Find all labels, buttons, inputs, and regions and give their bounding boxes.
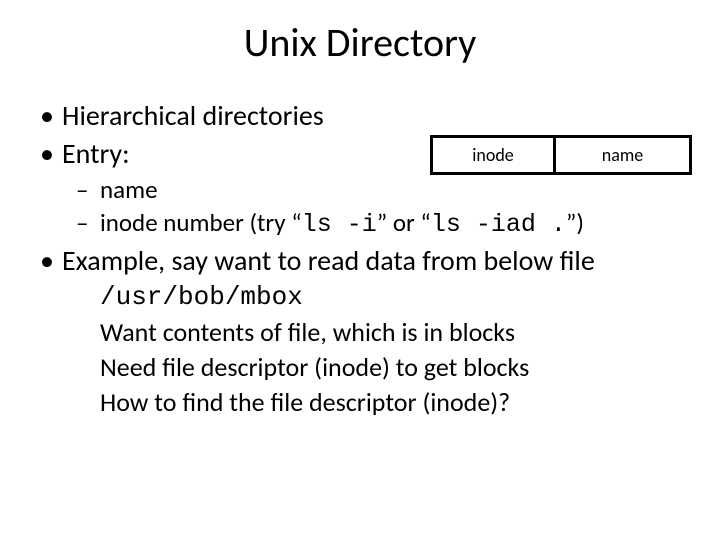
bullet-hierarchical: Hierarchical directories	[40, 97, 680, 135]
page-title: Unix Directory	[40, 18, 680, 67]
code-ls-iad: ls -iad .	[431, 210, 566, 239]
bullet-example: Example, say want to read data from belo…	[40, 242, 680, 280]
bullet-entry-inode: inode number (try “ls -i” or “ls -iad .”…	[40, 206, 680, 242]
example-line-2: Need file descriptor (inode) to get bloc…	[100, 350, 680, 385]
text: inode number (try “	[100, 207, 302, 238]
example-line-1: Want contents of file, which is in block…	[100, 315, 680, 350]
text: ”)	[566, 207, 584, 238]
bullet-entry: Entry:	[40, 135, 680, 173]
bullet-entry-name: name	[40, 173, 680, 207]
example-path: /usr/bob/mbox	[100, 280, 680, 315]
bullet-list: Hierarchical directories Entry: name ino…	[40, 97, 680, 420]
example-block: /usr/bob/mbox Want contents of file, whi…	[40, 280, 680, 420]
text: ” or “	[377, 207, 431, 238]
code-ls-i: ls -i	[302, 210, 377, 239]
example-line-3: How to find the file descriptor (inode)?	[100, 385, 680, 420]
slide: Unix Directory inode name Hierarchical d…	[0, 0, 720, 540]
